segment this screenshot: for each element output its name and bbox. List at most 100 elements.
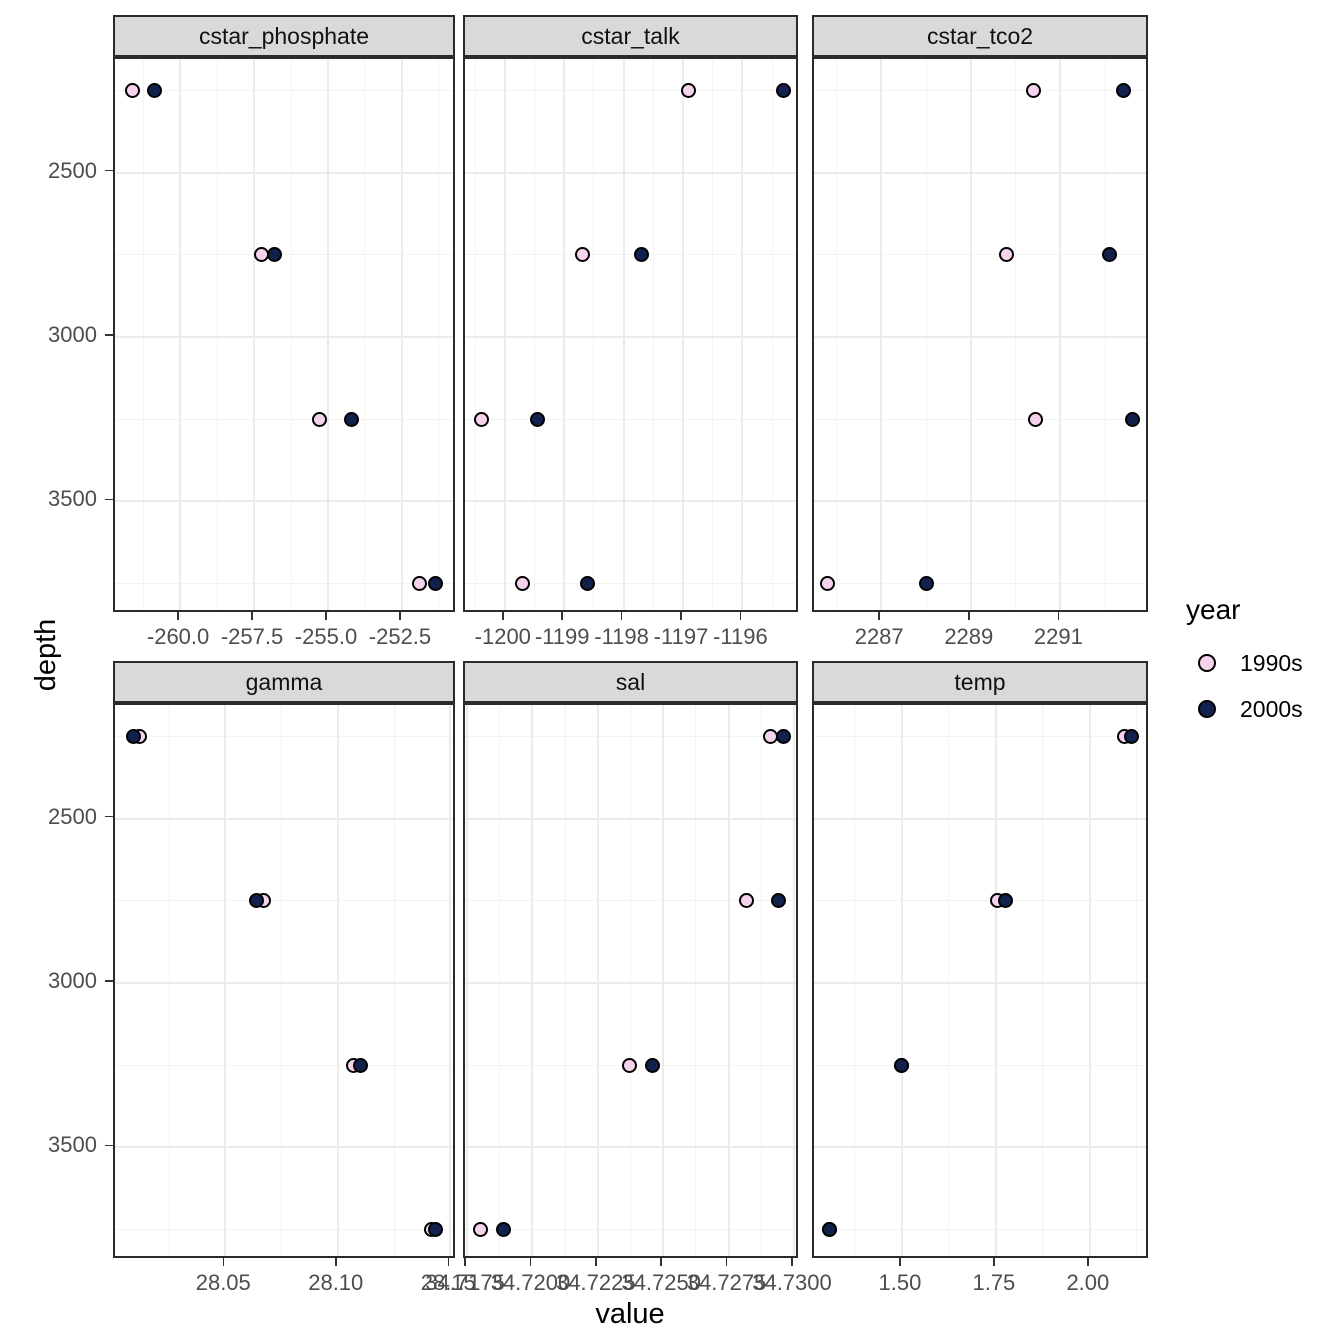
gridline-major-h (115, 500, 453, 503)
x-tick-label: -1196 (713, 624, 768, 649)
x-tick-label: -1197 (653, 624, 709, 649)
gridline-major-v (741, 59, 744, 610)
facet-strip-sal: sal (463, 661, 798, 703)
gridline-minor-h (115, 1064, 453, 1066)
x-tick-mark (899, 1258, 901, 1266)
facet-title: sal (615, 668, 646, 695)
gridline-minor-v (1015, 59, 1017, 610)
gridline-minor-v (533, 59, 535, 610)
x-tick-label: 34.7200 (490, 1270, 571, 1295)
gridline-major-h (465, 500, 796, 503)
gridline-major-h (814, 171, 1146, 174)
facet-strip-cstar-phosphate: cstar_phosphate (113, 15, 455, 57)
x-tick-label: 34.7300 (752, 1270, 832, 1295)
legend-label-2000s: 2000s (1240, 695, 1303, 722)
facet-title: gamma (245, 668, 323, 695)
facet-panel-gamma (113, 703, 455, 1258)
y-tick-mark (105, 498, 113, 501)
gridline-minor-v (216, 59, 218, 610)
data-point-2000s (645, 1057, 661, 1073)
gridline-minor-h (115, 254, 453, 256)
data-point-1990s (412, 575, 428, 591)
gridline-minor-h (814, 736, 1146, 738)
gridline-minor-h (814, 900, 1146, 902)
gridline-minor-v (695, 705, 697, 1256)
gridline-minor-v (290, 59, 292, 610)
gridline-minor-v (1104, 59, 1106, 610)
x-tick-mark (502, 612, 504, 620)
gridline-major-h (814, 500, 1146, 503)
gridline-major-h (814, 1146, 1146, 1149)
gridline-major-v (900, 705, 903, 1256)
facet-title: temp (954, 668, 1006, 695)
y-tick-label: 3000 (48, 967, 97, 993)
gridline-major-v (880, 59, 883, 610)
gridline-major-v (792, 705, 795, 1256)
data-point-1990s (311, 411, 327, 427)
y-tick-mark (105, 169, 113, 172)
gridline-major-h (115, 335, 453, 338)
x-tick-mark (447, 1258, 449, 1266)
gridline-minor-h (465, 1228, 796, 1230)
facet-panel-cstar-tco2 (812, 57, 1148, 612)
data-point-2000s (344, 411, 360, 427)
gridline-minor-h (814, 1228, 1146, 1230)
gridline-major-h (115, 1146, 453, 1149)
gridline-minor-h (115, 418, 453, 420)
gridline-major-v (596, 705, 599, 1256)
gridline-minor-v (364, 59, 366, 610)
data-point-2000s (776, 83, 792, 99)
facet-panel-temp (812, 703, 1148, 1258)
gridline-minor-h (465, 254, 796, 256)
data-point-2000s (267, 247, 283, 263)
legend-item-1990s: 1990s (1186, 640, 1303, 686)
gridline-minor-h (814, 418, 1146, 420)
x-tick-mark (660, 1258, 662, 1266)
data-point-2000s (496, 1221, 512, 1237)
x-tick-mark (1087, 1258, 1089, 1266)
x-tick-label: 28.15 (420, 1270, 476, 1295)
data-point-1990s (515, 575, 531, 591)
y-tick-mark (105, 815, 113, 818)
gridline-minor-h (465, 736, 796, 738)
gridline-major-v (1088, 705, 1091, 1256)
gridline-minor-h (814, 1064, 1146, 1066)
data-point-1990s (681, 83, 697, 99)
gridline-minor-v (593, 59, 595, 610)
gridline-major-v (563, 59, 566, 610)
x-tick-label: 28.10 (308, 1270, 364, 1295)
x-tick-label: -257.5 (220, 624, 284, 649)
gridline-major-v (336, 705, 339, 1256)
gridline-minor-h (115, 582, 453, 584)
gridline-minor-h (115, 1228, 453, 1230)
x-tick-label: -1199 (534, 624, 590, 649)
y-tick-label: 2500 (48, 157, 97, 183)
gridline-major-v (449, 705, 452, 1256)
data-point-2000s (352, 1057, 368, 1073)
gridline-minor-h (814, 90, 1146, 92)
gridline-major-v (400, 59, 403, 610)
data-point-2000s (529, 411, 545, 427)
gridline-major-v (727, 705, 730, 1256)
gridline-minor-h (115, 736, 453, 738)
data-point-1990s (1026, 83, 1042, 99)
y-tick-label: 2500 (48, 803, 97, 829)
data-point-2000s (821, 1221, 837, 1237)
x-tick-mark (595, 1258, 597, 1266)
facet-strip-cstar-tco2: cstar_tco2 (812, 15, 1148, 57)
x-tick-label: 2.00 (1066, 1270, 1110, 1295)
gridline-major-v (681, 59, 684, 610)
facet-panel-sal (463, 703, 798, 1258)
data-point-2000s (1124, 411, 1140, 427)
data-point-2000s (893, 1057, 909, 1073)
gridline-major-v (253, 59, 256, 610)
x-tick-mark (529, 1258, 532, 1266)
facet-title: cstar_talk (581, 22, 680, 49)
data-point-2000s (1124, 729, 1140, 745)
y-tick-mark (105, 980, 113, 982)
data-point-2000s (997, 893, 1013, 909)
data-point-2000s (249, 893, 265, 909)
data-point-1990s (574, 247, 590, 263)
data-point-2000s (1102, 247, 1118, 263)
x-tick-label: -260.0 (146, 624, 210, 649)
